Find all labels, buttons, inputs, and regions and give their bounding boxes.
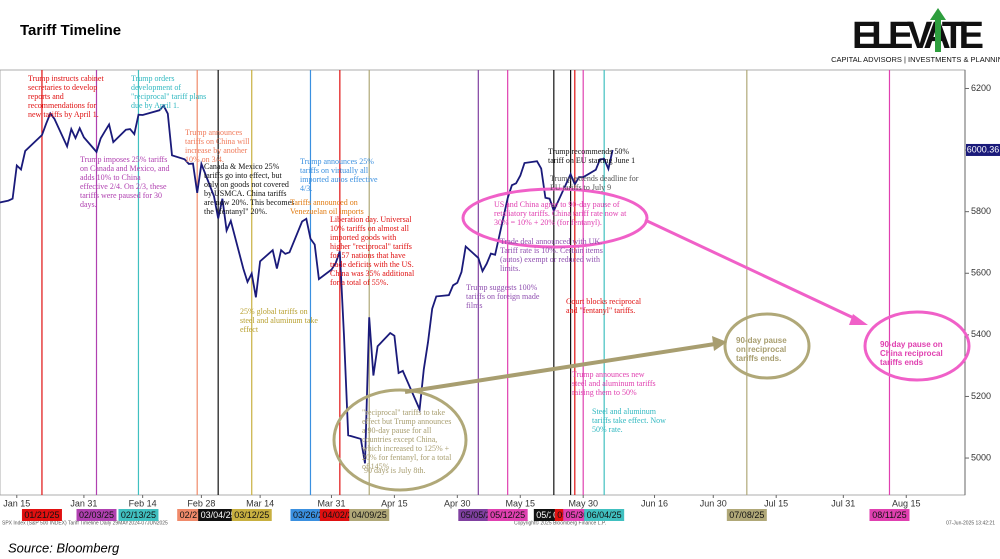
annotation: Trump suggests 100% tariffs on foreign m… xyxy=(466,283,540,310)
annotation: Liberation day. Universal 10% tariffs on… xyxy=(330,215,415,287)
event-box xyxy=(349,509,390,521)
event-label: 05/05/25 xyxy=(461,510,496,520)
annotation: Trump announces 25% tariffs on virtually… xyxy=(300,157,378,193)
highlight-ellipse xyxy=(723,312,811,380)
x-tick-label: Apr 30 xyxy=(444,498,471,508)
logo-arrow xyxy=(930,8,946,52)
last-value-label: 6000.36 xyxy=(967,144,1000,154)
event-label: 03/12/25 xyxy=(234,510,269,520)
footer-right: 07-Jun-2025 13:42:21 xyxy=(946,520,995,526)
annotation: Canada & Mexico 25% tariffs go into effe… xyxy=(204,162,295,216)
event-box xyxy=(118,509,159,521)
event-label: 02/13/25 xyxy=(121,510,156,520)
x-tick-label: Mar 14 xyxy=(246,498,274,508)
x-tick-label: Feb 28 xyxy=(187,498,215,508)
arrow-head xyxy=(849,314,868,325)
annotation: Trump extends deadline for EU tariffs to… xyxy=(550,174,639,192)
event-label: 05/30/25 xyxy=(566,510,601,520)
y-tick-label: 5000 xyxy=(971,452,991,462)
y-tick-label: 5200 xyxy=(971,391,991,401)
event-box xyxy=(21,509,62,521)
x-tick-label: Apr 15 xyxy=(381,498,408,508)
source: Source: Bloomberg xyxy=(8,540,120,555)
annotation: 90-day pause on reciprocal tariffs ends. xyxy=(736,336,787,363)
annotation: Trump instructs cabinet secretaries to d… xyxy=(28,74,104,119)
last-value-box xyxy=(966,143,1000,156)
annotation: Trump imposes 25% tariffs on Canada and … xyxy=(80,155,170,209)
event-label: 01/21/25 xyxy=(24,510,59,520)
highlights xyxy=(332,187,971,492)
event-label: 05/12/25 xyxy=(490,510,525,520)
annotation: Court blocks reciprocal and "fentanyl" t… xyxy=(566,297,642,315)
event-box xyxy=(869,509,910,521)
annotation: 90 days is July 8th. xyxy=(364,466,426,475)
x-tick-label: May 15 xyxy=(506,498,536,508)
x-tick-label: Jul 15 xyxy=(764,498,788,508)
chart-title: Tariff Timeline xyxy=(20,22,121,39)
price-line xyxy=(0,104,614,464)
x-tick-label: Feb 14 xyxy=(129,498,157,508)
event-label: 06/04/25 xyxy=(587,510,622,520)
event-box xyxy=(231,509,272,521)
event-label: 07/08/25 xyxy=(729,510,764,520)
event-label: 04/02/25 xyxy=(322,510,357,520)
x-tick-label: Mar 31 xyxy=(317,498,345,508)
x-tick-label: Jun 30 xyxy=(700,498,727,508)
x-tick-label: Jan 15 xyxy=(3,498,30,508)
event-box xyxy=(487,509,528,521)
event-box xyxy=(726,509,767,521)
logo-tagline: CAPITAL ADVISORS | INVESTMENTS & PLANNIN… xyxy=(831,55,1000,64)
y-tick-label: 5800 xyxy=(971,206,991,216)
logo-name: ELEVATE xyxy=(852,15,984,57)
arrow xyxy=(644,218,859,322)
event-box xyxy=(198,509,239,521)
highlight-ellipse xyxy=(863,310,971,382)
y-tick-label: 6200 xyxy=(971,83,991,93)
annotation: Trade deal announced with UK. Tariff rat… xyxy=(500,237,603,273)
footer-left: SPX Index (S&P 500 INDEX) Tariff Timelin… xyxy=(2,520,168,526)
annotation: Trump recommends 50% tariff on EU starti… xyxy=(548,147,636,165)
annotation: Steel and aluminum tariffs take effect. … xyxy=(592,407,666,434)
annotation: Trump announces tariffs on China will in… xyxy=(185,128,250,164)
x-tick-label: Jun 16 xyxy=(641,498,668,508)
event-label: 03/04/25 xyxy=(201,510,236,520)
annotation: US and China agree to 90-day pause of re… xyxy=(494,200,627,227)
highlight-ellipse xyxy=(461,187,649,249)
event-label: 04/09/25 xyxy=(352,510,387,520)
event-label: 02/03/25 xyxy=(79,510,114,520)
event-label: 03/26/25 xyxy=(293,510,328,520)
event-box xyxy=(584,509,625,521)
event-label: 08/11/25 xyxy=(872,510,906,520)
x-tick-label: Jan 31 xyxy=(70,498,97,508)
y-tick-label: 5600 xyxy=(971,268,991,278)
annotation: Trump orders development of "reciprocal"… xyxy=(131,74,207,110)
y-tick-label: 5400 xyxy=(971,329,991,339)
arrow xyxy=(404,342,716,394)
highlight-ellipse xyxy=(332,388,468,492)
annotation: Trump announces new steel and aluminum t… xyxy=(572,370,656,397)
annotation: 90-day pause on China reciprocal tariffs… xyxy=(880,340,943,367)
arrow-head xyxy=(712,336,727,351)
x-tick-label: Jul 31 xyxy=(831,498,855,508)
event-label: 02/27/25 xyxy=(180,510,215,520)
annotation: Tariffs announced on Venezuelan oil impo… xyxy=(290,198,364,216)
annotation: "reciprocal" tariffs to take effect but … xyxy=(362,408,452,471)
event-box xyxy=(76,509,117,521)
plot-frame xyxy=(0,69,966,496)
x-tick-label: Aug 15 xyxy=(892,498,921,508)
x-tick-label: May 30 xyxy=(568,498,598,508)
footer-center: Copyright© 2025 Bloomberg Finance L.P. xyxy=(514,519,606,526)
annotation: 25% global tariffs on steel and aluminum… xyxy=(240,307,318,334)
